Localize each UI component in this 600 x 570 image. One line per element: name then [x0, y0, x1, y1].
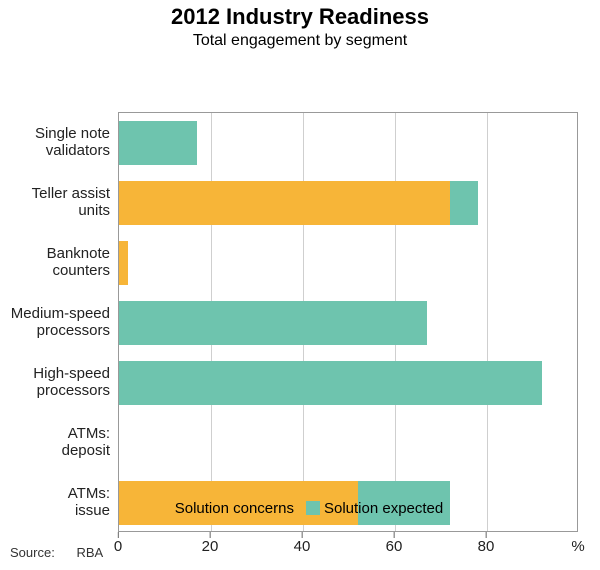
legend: Solution concerns Solution expected	[0, 500, 600, 517]
chart-title: 2012 Industry Readiness	[0, 0, 600, 30]
bar-segment-expected	[119, 121, 197, 164]
x-axis-tick-label: 60	[386, 538, 403, 555]
legend-item: Solution expected	[306, 500, 443, 517]
bar-segment-expected	[119, 301, 427, 344]
x-axis-tick-label: 80	[478, 538, 495, 555]
bar-row	[119, 421, 577, 464]
y-axis-category-label: ATMs:deposit	[0, 425, 110, 460]
legend-label: Solution expected	[324, 500, 443, 517]
bar-row	[119, 301, 577, 344]
x-axis-tick-label: 20	[202, 538, 219, 555]
source-line: Source: RBA	[10, 545, 103, 560]
source-label: Source:	[10, 545, 55, 560]
x-axis-tick-label: 0	[114, 538, 122, 555]
source-value: RBA	[76, 545, 103, 560]
bar-segment-concerns	[119, 241, 128, 284]
y-axis-category-label: Teller assistunits	[0, 185, 110, 220]
bar-segment-expected	[119, 361, 542, 404]
plot-area	[118, 112, 578, 532]
legend-swatch	[157, 501, 171, 515]
y-axis-category-label: Banknotecounters	[0, 245, 110, 280]
bar-row	[119, 361, 577, 404]
bar-row	[119, 241, 577, 284]
y-axis-category-label: High-speedprocessors	[0, 365, 110, 400]
x-axis-unit-label: %	[571, 538, 584, 555]
legend-label: Solution concerns	[175, 500, 294, 517]
bar-segment-concerns	[119, 181, 450, 224]
x-axis-tick-label: 40	[294, 538, 311, 555]
chart-container: 2012 Industry Readiness Total engagement…	[0, 0, 600, 570]
bar-row	[119, 121, 577, 164]
legend-swatch	[306, 501, 320, 515]
chart-subtitle: Total engagement by segment	[0, 30, 600, 56]
bar-segment-expected	[450, 181, 478, 224]
y-axis-category-label: Medium-speedprocessors	[0, 305, 110, 340]
legend-item: Solution concerns	[157, 500, 294, 517]
bar-row	[119, 181, 577, 224]
y-axis-category-label: Single notevalidators	[0, 125, 110, 160]
